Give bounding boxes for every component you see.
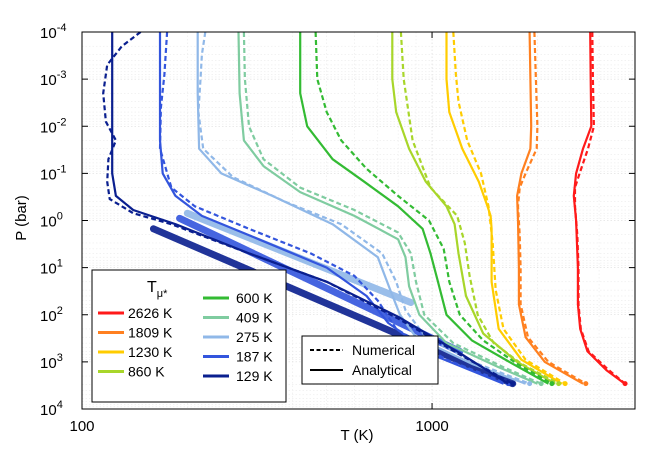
y-axis-label: P (bar) [13, 195, 30, 241]
y-tick-exponent: -4 [57, 22, 67, 34]
series-129-k-end-marker [510, 381, 516, 387]
series-600-k-analytical [299, 32, 549, 385]
legend-label-275-k: 275 K [236, 329, 273, 345]
series-1809-k-numerical [516, 32, 587, 385]
series-600-k-numerical [314, 32, 553, 385]
y-tick-exponent: 1 [57, 258, 63, 270]
y-tick-exponent: 2 [57, 305, 63, 317]
series-129-k-analytical [111, 32, 509, 385]
legend-title-sub: μ* [157, 288, 168, 300]
y-tick-exponent: -1 [57, 163, 67, 175]
series-860-k-end-marker [556, 381, 562, 387]
series-275-k-end-marker [527, 381, 533, 387]
series-409-k-numerical [242, 32, 542, 385]
legend-title-main: T [147, 279, 157, 296]
legend-label-1230-k: 1230 K [128, 344, 173, 360]
series-129-k-numerical [102, 32, 514, 385]
series-275-k-numerical [197, 32, 530, 385]
y-tick-exponent: -2 [57, 116, 67, 128]
series-1230-k-end-marker [562, 381, 568, 387]
legend-label-2626-k: 2626 K [128, 305, 173, 321]
x-axis-label: T (K) [340, 427, 373, 444]
series-2626-k-numerical [573, 32, 626, 385]
series-1230-k-analytical [445, 32, 563, 385]
style-legend-label-numerical: Numerical [352, 342, 415, 358]
legend-label-129-k: 129 K [236, 368, 273, 384]
y-tick-exponent: -3 [57, 69, 67, 81]
series-2626-k-end-marker [622, 381, 628, 387]
series-legend-box [91, 269, 287, 403]
legend-title: Tμ* [147, 279, 168, 300]
deep-band-cool [149, 225, 517, 388]
legend-label-860-k: 860 K [128, 364, 165, 380]
series-600-k-end-marker [549, 381, 555, 387]
y-tick-exponent: 4 [57, 399, 63, 411]
series-1230-k-numerical [452, 32, 566, 385]
legend-label-187-k: 187 K [236, 349, 273, 365]
style-legend-entries: Numerical Analytical [310, 342, 415, 378]
series-409-k-end-marker [538, 381, 544, 387]
series-1809-k-end-marker [583, 381, 589, 387]
legend-label-409-k: 409 K [236, 310, 273, 326]
style-legend: Numerical Analytical [301, 335, 439, 385]
series-187-k-numerical [158, 32, 509, 385]
series-860-k-numerical [399, 32, 560, 385]
series-legend-entries: 2626 K 1809 K 1230 K 860 K 600 K 409 K 275 K 18… [98, 290, 273, 384]
style-legend-box [301, 335, 439, 385]
y-tick-exponent: 3 [57, 352, 63, 364]
y-tick-exponent: 0 [57, 211, 63, 223]
series-860-k-analytical [391, 32, 556, 385]
deep-band-275-k [183, 209, 415, 307]
x-tick-label: 100 [69, 418, 94, 435]
series-legend: Tμ* 2626 K 1809 K 1230 K 860 K 600 K 409 K 275… [91, 269, 287, 403]
deep-band-187-k [176, 214, 464, 355]
legend-label-1809-k: 1809 K [128, 325, 173, 341]
legend-label-600-k: 600 K [236, 290, 273, 306]
style-legend-label-analytical: Analytical [352, 362, 412, 378]
series-409-k-analytical [237, 32, 538, 385]
x-tick-label: 1000 [415, 418, 448, 435]
